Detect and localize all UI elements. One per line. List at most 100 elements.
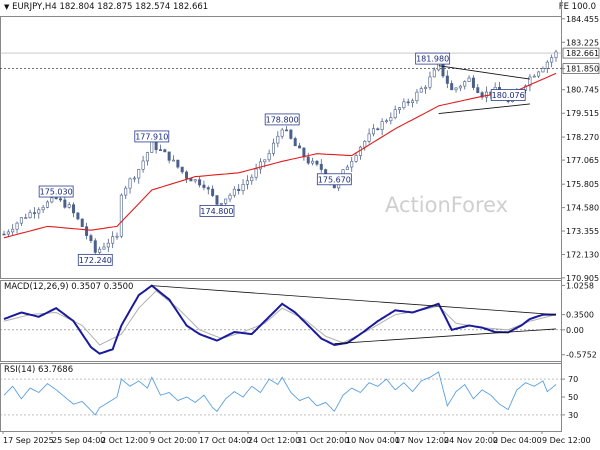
candle-body: [432, 69, 436, 78]
candle-body: [267, 153, 271, 161]
candle: [276, 131, 280, 148]
label-text: 181.980: [416, 55, 449, 64]
candle: [532, 74, 536, 78]
candle: [180, 166, 184, 174]
candle-body: [193, 179, 197, 182]
label-text: 180.076: [492, 91, 525, 100]
price-tick-label: 183.225: [566, 38, 599, 47]
candle: [424, 85, 428, 94]
candle-body: [119, 194, 123, 237]
label-box: [316, 173, 352, 186]
macd-signal-line: [3, 290, 557, 346]
time-tick-label: 17 Oct 04:00: [199, 436, 251, 445]
candle: [358, 145, 362, 160]
label-box: [415, 52, 451, 65]
candle: [545, 60, 549, 74]
candle-body: [11, 228, 15, 233]
candle: [393, 105, 397, 120]
low-value: 182.574: [135, 2, 171, 12]
candle-body: [311, 160, 315, 164]
candle-body: [102, 246, 106, 250]
label-text: 177.910: [135, 132, 168, 141]
price-label-174-800: 174.800: [199, 205, 235, 217]
price-tick-label: 172.130: [566, 250, 599, 259]
price-label-177-910: 177.910: [134, 130, 170, 143]
candle: [254, 163, 258, 181]
candle-body: [298, 145, 302, 149]
candle-body: [224, 198, 228, 204]
candle-body: [254, 168, 258, 178]
candle: [315, 160, 319, 167]
time-tick-label: 25 Sep 04:00: [52, 436, 105, 445]
candle-body: [215, 195, 219, 205]
candle: [271, 138, 275, 157]
candle: [345, 164, 349, 170]
candle: [237, 184, 241, 195]
macd-trendline: [334, 328, 557, 345]
candle: [163, 148, 167, 153]
candle: [124, 185, 128, 200]
candle-body: [545, 61, 549, 69]
rsi-line: [3, 371, 557, 416]
time-tick-label: 17 Sep 2025: [3, 436, 54, 445]
candle-body: [137, 169, 141, 179]
candle: [541, 66, 545, 73]
candle: [280, 127, 284, 139]
candle-body: [189, 178, 193, 182]
candle: [102, 242, 106, 250]
candle: [528, 73, 532, 92]
candle-body: [202, 184, 206, 188]
time-tick-label: 2 Dec 04:00: [493, 436, 542, 445]
price-tick-label: 170.905: [566, 274, 599, 283]
candle-body: [398, 107, 402, 110]
candle: [228, 193, 232, 203]
candle: [76, 212, 80, 221]
candle: [289, 129, 293, 140]
time-tick-label: 24 Oct 12:00: [248, 436, 300, 445]
macd-panel: MACD(12,26,9) 0.3507 0.3500: [0, 282, 562, 355]
price-tick-label: 178.270: [566, 133, 599, 142]
time-tick-label: 31 Oct 20:00: [297, 436, 349, 445]
candle: [67, 201, 71, 209]
candle-body: [319, 163, 323, 170]
candle: [554, 49, 558, 62]
rsi-tick-label: 30: [568, 411, 578, 420]
candle: [306, 152, 310, 165]
candle: [441, 63, 445, 78]
price-label-175-030: 175.030: [38, 185, 74, 198]
candle-body: [293, 138, 297, 147]
candle: [484, 86, 488, 103]
macd-tick-label: 1.0258: [566, 281, 594, 290]
collapse-triangle-icon[interactable]: ▼: [4, 3, 10, 11]
time-tick-label: 2 Oct 12:00: [101, 436, 148, 445]
rsi-title: RSI(14) 63.7686: [4, 365, 73, 375]
candle-body: [67, 204, 71, 208]
candle: [471, 75, 475, 91]
moving-average-line: [3, 72, 557, 239]
candle: [11, 224, 15, 236]
candle-body: [232, 188, 236, 196]
candle: [158, 144, 162, 151]
candle: [298, 142, 302, 149]
label-box: [134, 130, 170, 143]
candle-body: [111, 236, 115, 244]
candle-body: [80, 218, 84, 227]
candle-body: [150, 140, 154, 153]
candle: [476, 84, 480, 94]
rsi-tick-label: 70: [568, 375, 578, 384]
candle: [258, 158, 262, 174]
triangle-line: [438, 103, 530, 114]
price-tick-label: 177.065: [566, 156, 599, 165]
candle-body: [98, 248, 102, 253]
label-text: 174.800: [200, 207, 233, 216]
candle: [319, 159, 323, 173]
candle-body: [219, 203, 223, 205]
candle-body: [167, 151, 171, 161]
candle: [137, 168, 141, 184]
candle-body: [37, 209, 41, 214]
candle: [106, 238, 110, 252]
candle: [72, 202, 76, 218]
candle-body: [454, 87, 458, 91]
